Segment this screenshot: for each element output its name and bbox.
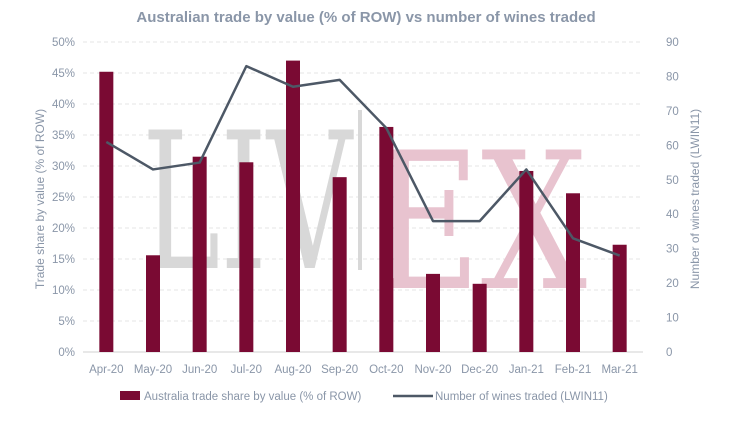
- y-tick-label: 10%: [52, 285, 75, 297]
- y2-tick-label: 60: [666, 140, 679, 152]
- left-axis-title: Trade share by value (% of ROW): [33, 109, 47, 289]
- x-axis-ticks: Apr-20 May-20 Jun-20 Jul-20 Aug-20 Sep-20 Oct-…: [89, 364, 638, 376]
- y-tick-label: 45%: [52, 68, 75, 80]
- y-tick-label: 20%: [52, 223, 75, 235]
- x-tick-label: Jun-20: [182, 364, 217, 376]
- y2-tick-label: 50: [666, 175, 679, 187]
- x-tick-label: Jul-20: [231, 364, 262, 376]
- y-tick-label: 40%: [52, 99, 75, 111]
- x-tick-label: Nov-20: [414, 364, 451, 376]
- bar: [286, 60, 300, 352]
- y-tick-label: 25%: [52, 192, 75, 204]
- legend: Australia trade share by value (% of ROW…: [120, 391, 608, 403]
- bar: [239, 162, 254, 352]
- y-tick-label: 0%: [58, 347, 75, 359]
- y2-tick-label: 70: [666, 106, 679, 118]
- bar: [379, 126, 394, 352]
- bar-series: [99, 60, 627, 352]
- bar: [472, 283, 487, 352]
- bar: [519, 170, 534, 352]
- bar: [146, 255, 160, 352]
- y2-tick-label: 80: [666, 71, 679, 83]
- y2-tick-label: 30: [666, 244, 679, 256]
- legend-bar-swatch: [120, 391, 140, 400]
- bar: [426, 273, 440, 352]
- legend-bar-label: Australia trade share by value (% of ROW…: [144, 391, 361, 403]
- right-axis-title: Number of wines traded (LWIN11): [688, 109, 702, 289]
- y2-tick-label: 90: [666, 37, 679, 49]
- y2-tick-label: 20: [666, 278, 679, 290]
- y-tick-label: 15%: [52, 254, 75, 266]
- x-tick-label: Oct-20: [369, 364, 404, 376]
- x-tick-label: May-20: [134, 364, 172, 376]
- bar: [192, 156, 207, 352]
- bar: [99, 71, 114, 352]
- x-tick-label: Apr-20: [89, 364, 124, 376]
- bar: [332, 177, 347, 352]
- y2-tick-label: 40: [666, 209, 679, 221]
- y-tick-label: 50%: [52, 37, 75, 49]
- y2-tick-label: 10: [666, 313, 679, 325]
- series-line: [105, 64, 621, 257]
- bar: [612, 244, 627, 352]
- y2-tick-label: 0: [666, 347, 672, 359]
- legend-line-label: Number of wines traded (LWIN11): [435, 391, 608, 403]
- line-series: [105, 64, 621, 257]
- bar: [566, 193, 580, 352]
- x-tick-label: Sep-20: [321, 364, 358, 376]
- left-axis-ticks: 0% 5% 10% 15% 20% 25% 30% 35% 40% 45% 50%: [52, 37, 75, 359]
- x-tick-label: Dec-20: [461, 364, 498, 376]
- x-tick-label: Jan-21: [509, 364, 544, 376]
- chart-title: Australian trade by value (% of ROW) vs …: [136, 9, 595, 26]
- right-axis-ticks: 0 10 20 30 40 50 60 70 80 90: [666, 37, 679, 359]
- y-tick-label: 30%: [52, 161, 75, 173]
- y-tick-label: 5%: [58, 316, 75, 328]
- x-tick-label: Feb-21: [555, 364, 591, 376]
- x-tick-label: Aug-20: [274, 364, 311, 376]
- x-tick-label: Mar-21: [601, 364, 637, 376]
- y-tick-label: 35%: [52, 130, 75, 142]
